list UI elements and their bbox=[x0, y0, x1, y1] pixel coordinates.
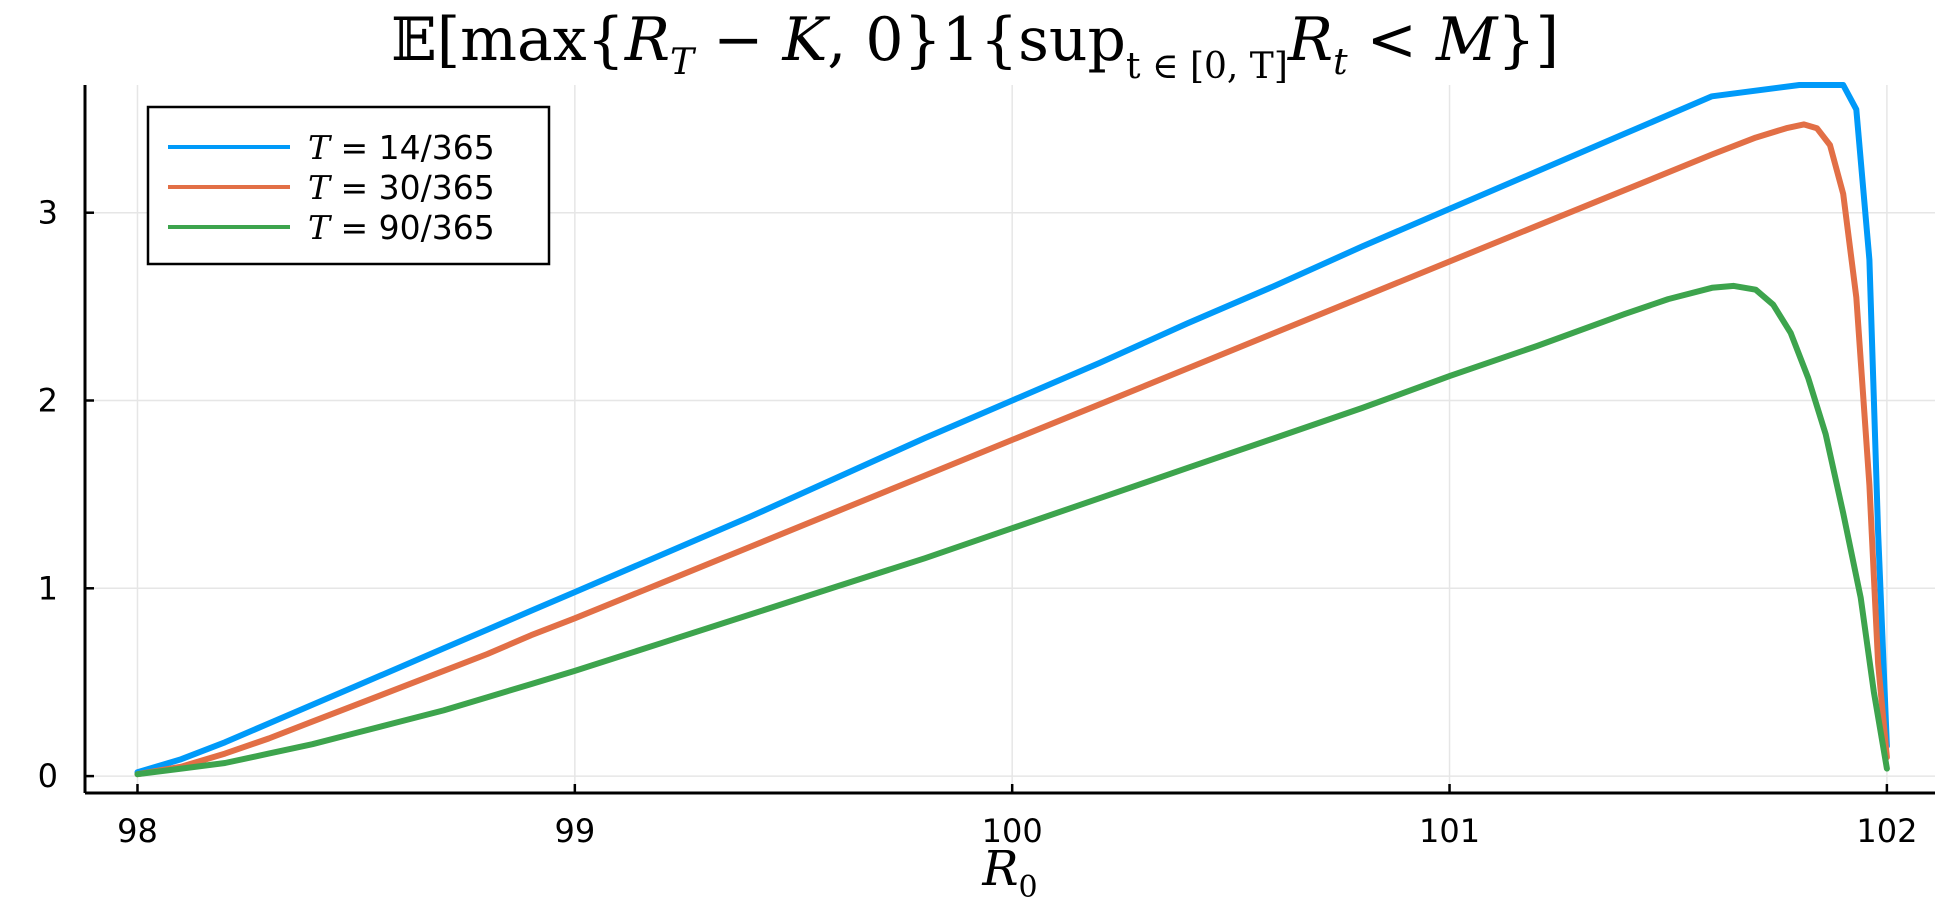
axes bbox=[83, 85, 1935, 795]
x-tick-label: 100 bbox=[982, 812, 1043, 850]
series-line-2 bbox=[134, 121, 1890, 778]
y-tick-label: 0 bbox=[38, 757, 58, 795]
x-axis-label: R0 bbox=[981, 841, 1037, 900]
ticks: 98 99 100 101 102 0 1 2 3 bbox=[38, 194, 1918, 850]
series bbox=[134, 82, 1890, 778]
legend-label-2: T = 30/365 bbox=[308, 168, 495, 207]
series-line-1 bbox=[134, 82, 1890, 776]
x-tick-label: 102 bbox=[1856, 812, 1917, 850]
y-tick-label: 1 bbox=[38, 569, 58, 607]
legend-label-1: T = 14/365 bbox=[308, 128, 495, 167]
grid bbox=[85, 85, 1935, 793]
chart-title: 𝔼[max{RT − K, 0}1{supt ∈ [0, T]Rt < M}] bbox=[391, 5, 1559, 87]
x-tick-label: 99 bbox=[554, 812, 595, 850]
legend-label-3: T = 90/365 bbox=[308, 208, 495, 247]
series-line-3 bbox=[134, 282, 1890, 778]
x-tick-label: 101 bbox=[1419, 812, 1480, 850]
y-tick-label: 2 bbox=[38, 382, 58, 420]
x-tick-label: 98 bbox=[117, 812, 158, 850]
y-tick-label: 3 bbox=[38, 194, 58, 232]
